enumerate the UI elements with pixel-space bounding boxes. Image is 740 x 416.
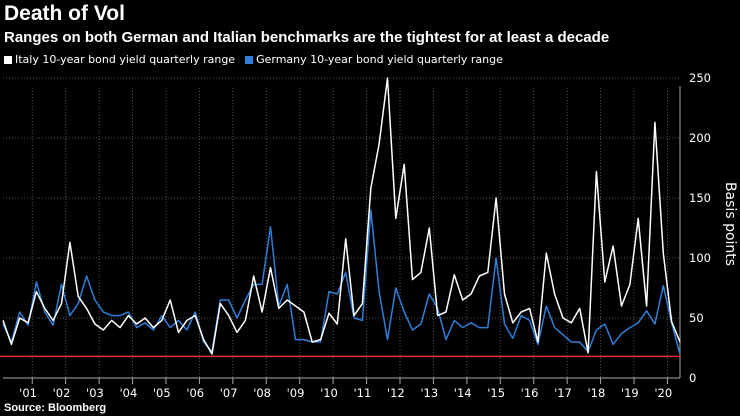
legend-item-italy: Italy 10-year bond yield quarterly range	[4, 53, 235, 66]
legend-item-germany: Germany 10-year bond yield quarterly ran…	[245, 53, 503, 66]
x-tick-label-10: '10	[320, 386, 338, 400]
y-tick-label-150: 150	[689, 191, 711, 205]
x-tick-label-16: '16	[521, 386, 539, 400]
y-tick-label-50: 50	[689, 311, 704, 325]
x-tick-label-14: '14	[454, 386, 472, 400]
x-tick-label-11: '11	[353, 386, 371, 400]
y-tick-label-100: 100	[689, 251, 711, 265]
y-tick-label-0: 0	[689, 371, 696, 385]
x-tick-label-04: '04	[119, 386, 137, 400]
chart-subtitle: Ranges on both German and Italian benchm…	[4, 29, 610, 46]
chart-title: Death of Vol	[4, 2, 125, 25]
x-tick-label-06: '06	[186, 386, 204, 400]
x-tick-label-12: '12	[387, 386, 405, 400]
source-note: Source: Bloomberg	[4, 402, 107, 414]
legend-swatch-italy	[4, 55, 12, 64]
x-tick-label-13: '13	[420, 386, 438, 400]
series-line-italy	[2, 77, 681, 355]
x-tick-label-17: '17	[554, 386, 572, 400]
x-tick-label-15: '15	[487, 386, 505, 400]
x-tick-label-09: '09	[287, 386, 305, 400]
y-axis-title: Basis points	[722, 182, 738, 266]
x-tick-label-03: '03	[86, 386, 104, 400]
x-tick-label-18: '18	[588, 386, 606, 400]
x-tick-label-08: '08	[253, 386, 271, 400]
y-tick-label-250: 250	[689, 71, 711, 85]
legend: Italy 10-year bond yield quarterly range…	[4, 53, 513, 66]
x-tick-label-02: '02	[53, 386, 71, 400]
x-tick-label-01: '01	[19, 386, 37, 400]
legend-swatch-germany	[245, 55, 254, 64]
legend-label-germany: Germany 10-year bond yield quarterly ran…	[256, 53, 503, 66]
x-tick-label-05: '05	[153, 386, 171, 400]
y-tick-label-200: 200	[689, 131, 711, 145]
x-tick-label-20: '20	[654, 386, 672, 400]
legend-label-italy: Italy 10-year bond yield quarterly range	[15, 53, 236, 66]
x-tick-label-19: '19	[621, 386, 639, 400]
x-tick-label-07: '07	[220, 386, 238, 400]
